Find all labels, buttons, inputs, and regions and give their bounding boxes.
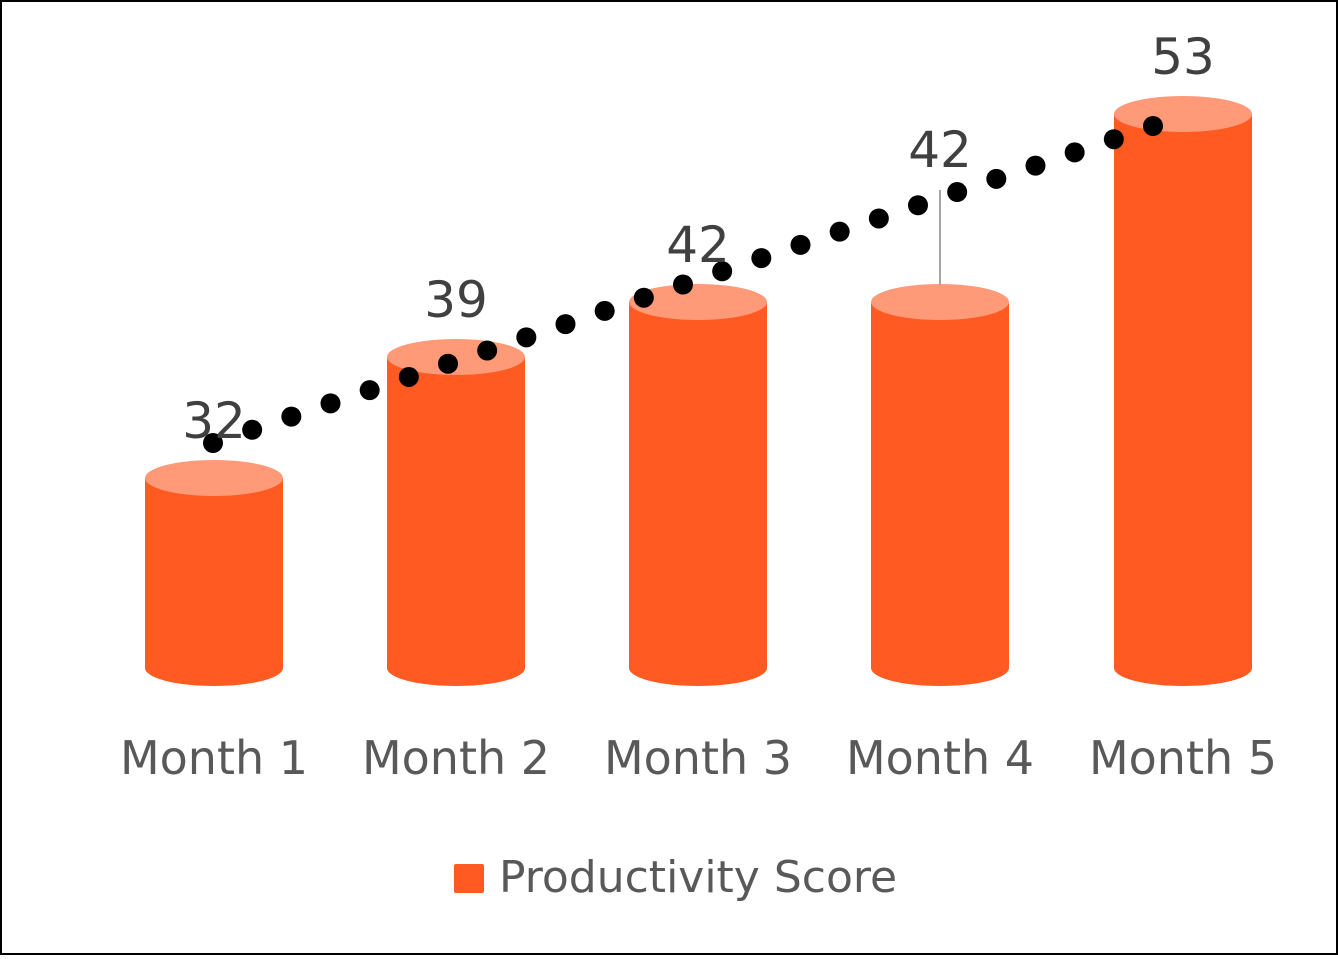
cylinder-bar: [1114, 96, 1252, 686]
trend-dot: [477, 340, 498, 361]
data-labels: 32 39 42 42 53: [182, 28, 1215, 450]
trend-dot: [359, 380, 380, 401]
trend-dot: [908, 195, 928, 216]
x-axis-labels: Month 1 Month 2 Month 3 Month 4 Month 5: [120, 731, 1277, 785]
legend: Productivity Score: [454, 852, 897, 903]
trend-dot: [438, 353, 458, 374]
trend-dot: [1103, 129, 1124, 150]
cylinder-top: [145, 460, 283, 496]
data-label: 39: [424, 271, 488, 329]
trend-dot: [203, 433, 223, 453]
legend-swatch: [454, 864, 484, 893]
trend-dot: [986, 168, 1007, 189]
data-label: 53: [1151, 28, 1215, 86]
x-axis-label: Month 3: [604, 731, 792, 785]
cylinder-bar: [145, 460, 283, 686]
trend-dot: [516, 327, 537, 348]
trend-dot: [868, 208, 889, 229]
x-axis-label: Month 5: [1089, 731, 1277, 785]
trend-dot: [555, 314, 576, 335]
trend-dot: [673, 274, 693, 295]
legend-label: Productivity Score: [499, 852, 897, 903]
cylinder-bar: [871, 284, 1009, 686]
x-axis-label: Month 1: [120, 731, 308, 785]
trend-dot: [242, 419, 263, 440]
cylinder-top: [871, 284, 1009, 320]
trend-dot: [281, 406, 302, 427]
trend-dot: [1143, 116, 1163, 136]
x-axis-label: Month 2: [362, 731, 550, 785]
cylinder-top: [1114, 96, 1252, 132]
trend-dot: [790, 234, 811, 255]
trend-dot: [398, 366, 419, 387]
trend-dot: [320, 393, 341, 414]
cylinder-bar: [387, 339, 525, 686]
trend-dot: [947, 182, 968, 203]
cylinder-bar: [629, 284, 767, 686]
trend-dot: [829, 221, 850, 242]
trend-dot: [1025, 155, 1046, 176]
data-label: 32: [182, 392, 246, 450]
cylinder-top: [629, 284, 767, 320]
data-label: 42: [908, 121, 972, 179]
cylinder-bars: [145, 96, 1252, 686]
trend-dot: [712, 261, 733, 282]
trend-dot: [633, 287, 654, 308]
trend-dot: [751, 248, 772, 269]
trendline: [203, 116, 1163, 453]
x-axis-label: Month 4: [846, 731, 1034, 785]
trend-dot: [594, 300, 615, 321]
trend-dot: [1064, 142, 1085, 163]
data-label: 42: [666, 216, 730, 274]
